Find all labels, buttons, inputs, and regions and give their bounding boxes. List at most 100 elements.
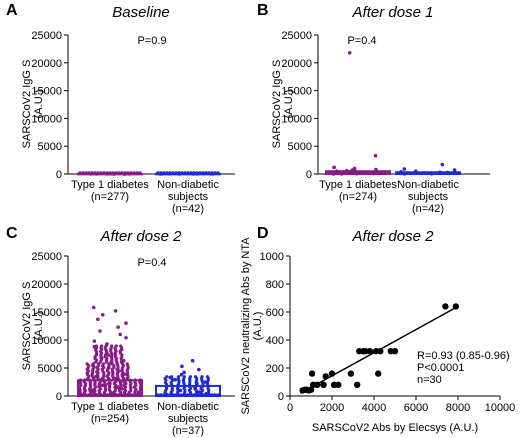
p2-group0-data-point — [138, 378, 143, 382]
p0-y-tick-label: 20000 — [31, 58, 62, 70]
p1-y-label: SARSCoV2 IgG S (A.U.) — [271, 60, 295, 149]
p2-group0-data-point — [85, 362, 89, 366]
p1-y-tick-label: 15000 — [281, 86, 312, 98]
p0-group1-data-point — [216, 171, 220, 175]
p2-group1-data-point — [179, 372, 184, 377]
p1-group1-data-point — [396, 171, 400, 175]
p0-group0-category-label: Type 1 diabetes — [71, 179, 149, 191]
p1-group0-data-point — [359, 171, 363, 175]
p1-group0-data-point — [371, 171, 375, 175]
p0-group1-data-point — [162, 171, 166, 175]
p3-data-point — [322, 373, 329, 380]
p1-group0-data-point — [341, 171, 345, 175]
p3-x-tick-label: 8000 — [446, 402, 470, 414]
p2-group0-data-point — [100, 383, 105, 388]
p0-group0-data-point — [108, 171, 112, 175]
p1-group1-category-label: subjects — [408, 191, 449, 203]
p1-group0-data-point — [332, 171, 336, 175]
p3-data-point — [452, 303, 460, 310]
p2-group0-data-point — [99, 344, 104, 348]
p1-y-tick-label: 0 — [306, 169, 312, 181]
p3-x-tick-label: 2000 — [320, 402, 344, 414]
p1-group0-data-point — [362, 171, 366, 175]
p1-group0-data-point — [353, 171, 357, 175]
p3-y-tick-label: 600 — [266, 307, 284, 319]
p0-group0-data-point — [114, 171, 118, 175]
p1-group0-data-point — [347, 50, 352, 55]
panel-b-letter: B — [257, 2, 269, 19]
p3-x-tick-label: 6000 — [404, 402, 428, 414]
p1-group1-data-point — [432, 171, 436, 175]
p2-y-tick-label: 5000 — [38, 363, 62, 375]
p0-y-tick-label: 5000 — [38, 141, 62, 153]
p0-group1-data-point — [201, 171, 205, 175]
p2-group1-data-point — [156, 393, 160, 397]
p3-data-point — [442, 303, 449, 310]
p3-y-tick-label: 1000 — [260, 251, 284, 263]
p3-stat-line: R=0.93 (0.85-0.96) — [417, 350, 510, 362]
p0-group1-data-point — [183, 171, 187, 175]
p2-y-tick-label: 10000 — [31, 335, 62, 347]
p2-group1-data-point — [210, 393, 214, 397]
p3-data-point — [391, 348, 399, 355]
p1-group0-data-point — [326, 171, 330, 175]
p0-y-tick-label: 15000 — [31, 86, 62, 98]
p3-x-tick-label: 0 — [287, 402, 293, 414]
p1-group1-data-point — [440, 162, 445, 167]
p0-group1-data-point — [174, 171, 178, 175]
p3-x-label: SARSCoV2 Abs by Elecsys (A.U.) — [312, 422, 478, 434]
p0-group0-data-point — [129, 171, 133, 175]
p0-p-value: P=0.9 — [137, 35, 166, 47]
p2-group0-data-point — [102, 362, 106, 366]
p0-group0-data-point — [132, 171, 136, 175]
p1-group0-data-point — [350, 171, 354, 175]
p2-group0-data-point — [91, 362, 95, 366]
p1-group1-data-point — [405, 171, 409, 175]
p1-group1-data-point — [426, 171, 430, 175]
p0-group1-data-point — [198, 171, 202, 175]
p0-group0-data-point — [99, 171, 103, 175]
p3-data-point — [320, 381, 327, 388]
p1-group0-data-point — [338, 171, 342, 175]
p2-group0-data-point — [110, 344, 114, 348]
p2-group1-category-label: subjects — [168, 413, 209, 425]
p1-group1-data-point — [444, 171, 448, 175]
p1-group1-data-point — [402, 171, 406, 175]
p0-group0-data-point — [90, 171, 94, 175]
p2-group0-data-point — [78, 378, 83, 382]
p0-group0-data-point — [135, 171, 139, 175]
p3-data-point — [307, 386, 315, 393]
p2-group1-data-point — [182, 375, 186, 379]
p1-group0-data-point — [380, 171, 384, 175]
p2-group0-data-point — [92, 339, 97, 343]
p2-group1-data-point — [162, 393, 166, 397]
p2-group0-data-point — [107, 362, 111, 366]
p1-group1-data-point — [414, 171, 418, 175]
p2-group1-data-point — [190, 358, 195, 363]
p2-y-tick-label: 15000 — [31, 307, 62, 319]
p3-data-point — [314, 381, 321, 388]
p0-group1-data-point — [210, 171, 214, 175]
p2-group0-data-point — [98, 329, 102, 333]
p1-group1-data-point — [399, 171, 403, 175]
p1-group0-data-point — [344, 171, 348, 175]
p0-group1-data-point — [213, 171, 217, 175]
p2-group0-data-point — [113, 309, 118, 313]
p1-group1-data-point — [452, 168, 457, 172]
panel-d-title: After dose 2 — [352, 228, 435, 245]
p0-group1-data-point — [171, 171, 175, 175]
p0-group1-data-point — [192, 171, 196, 175]
p3-data-point — [377, 348, 384, 355]
p0-y-tick-label: 0 — [56, 169, 62, 181]
p2-group1-data-point — [169, 375, 174, 379]
p2-group0-data-point — [83, 378, 87, 382]
p0-group0-data-point — [123, 171, 127, 175]
p0-group1-data-point — [156, 171, 160, 175]
p0-group0-data-point — [96, 171, 100, 175]
p2-group0-data-point — [119, 344, 123, 348]
p0-group1-category-label: Non-diabetic — [157, 179, 219, 191]
p1-group1-data-point — [456, 171, 460, 175]
p2-y-tick-label: 0 — [56, 391, 62, 403]
p2-group1-data-point — [182, 370, 186, 375]
panel-c-letter: C — [6, 225, 18, 242]
